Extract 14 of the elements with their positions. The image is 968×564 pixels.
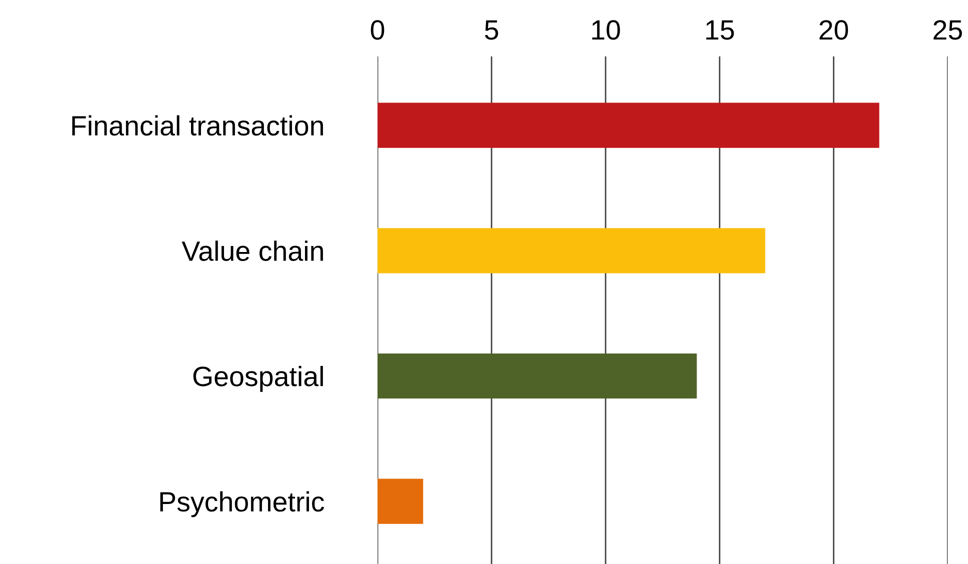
x-tick-label: 0	[370, 20, 384, 40]
y-tick-label: Financial transaction	[72, 115, 323, 136]
bar	[378, 228, 766, 274]
bar	[378, 478, 424, 524]
bar	[378, 102, 880, 148]
y-tick-label: Psychometric	[160, 491, 324, 518]
bar	[378, 353, 697, 399]
x-tick-label: 5	[484, 20, 498, 40]
x-tick-label: 25	[934, 20, 962, 40]
x-tick-label: 15	[706, 20, 734, 40]
x-tick-label: 10	[592, 20, 620, 40]
y-tick-label: Geospatial	[193, 366, 323, 392]
y-tick-label: Value chain	[182, 240, 323, 262]
x-tick-label: 20	[820, 20, 848, 40]
